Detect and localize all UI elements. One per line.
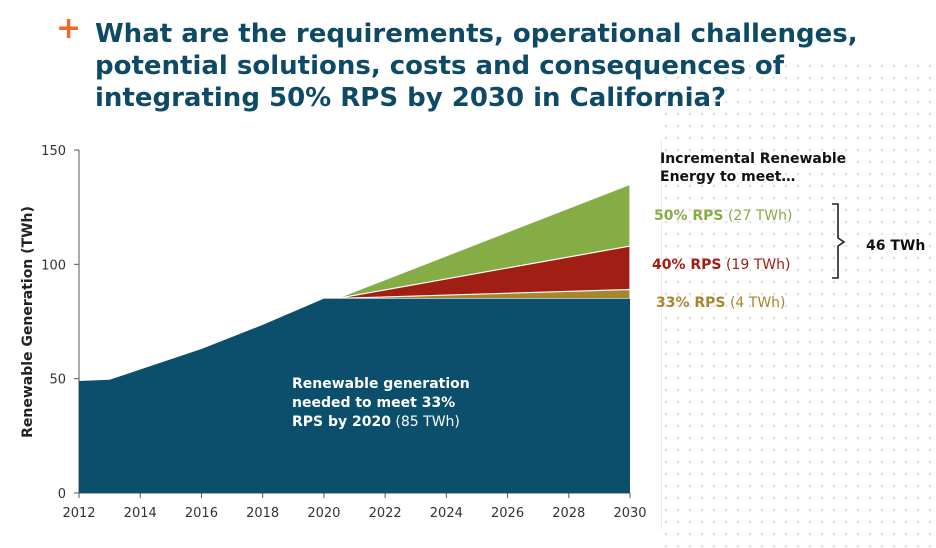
x-tick-label: 2016 xyxy=(185,506,218,521)
legend-item-40: 40% RPS (19 TWh) xyxy=(652,257,790,273)
y-tick-label: 0 xyxy=(58,487,66,502)
legend-item-33: 33% RPS (4 TWh) xyxy=(656,295,786,311)
annotation-line-1: Renewable generation xyxy=(292,376,470,392)
plus-icon: + xyxy=(56,11,82,46)
legend-item-50-value: (27 TWh) xyxy=(723,208,793,224)
legend-item-40-value: (19 TWh) xyxy=(721,257,791,273)
dot-pattern-background xyxy=(660,60,936,548)
legend-item-40-label: 40% RPS xyxy=(652,257,722,273)
y-tick-label: 150 xyxy=(41,144,66,159)
legend-title: Incremental Renewable Energy to meet… xyxy=(660,151,847,185)
y-axis-label: Renewable Generation (TWh) xyxy=(20,206,36,438)
y-tick-label: 100 xyxy=(41,258,66,273)
x-tick-label: 2030 xyxy=(613,506,646,521)
bracket-icon xyxy=(832,203,846,279)
annotation-line-3-bold: RPS by 2020 xyxy=(292,414,391,430)
area-baseline xyxy=(79,298,630,493)
annotation-line-3-value: (85 TWh) xyxy=(391,414,460,430)
page-title: What are the requirements, operational c… xyxy=(95,19,858,113)
y-tick-label: 50 xyxy=(49,373,66,388)
x-tick-label: 2012 xyxy=(62,506,95,521)
x-tick-label: 2020 xyxy=(307,506,340,521)
chart-ticks: 0 50 100 150 2012 2014 2016 2018 2020 2022 2024 202… xyxy=(41,144,646,521)
legend-item-33-label: 33% RPS xyxy=(656,295,726,311)
x-tick-label: 2014 xyxy=(124,506,157,521)
annotation-line-2: needed to meet 33% xyxy=(292,395,455,411)
legend-item-33-value: (4 TWh) xyxy=(725,295,786,311)
x-tick-label: 2028 xyxy=(552,506,585,521)
chart-areas xyxy=(79,183,631,493)
annotation-line-3: RPS by 2020 (85 TWh) xyxy=(292,414,460,430)
x-tick-label: 2024 xyxy=(430,506,463,521)
total-value: 46 TWh xyxy=(866,238,926,254)
x-tick-label: 2022 xyxy=(369,506,402,521)
legend-item-50-label: 50% RPS xyxy=(654,208,724,224)
legend-item-50: 50% RPS (27 TWh) xyxy=(654,208,792,224)
panel-divider xyxy=(661,140,662,530)
x-tick-label: 2018 xyxy=(246,506,279,521)
x-tick-label: 2026 xyxy=(491,506,524,521)
